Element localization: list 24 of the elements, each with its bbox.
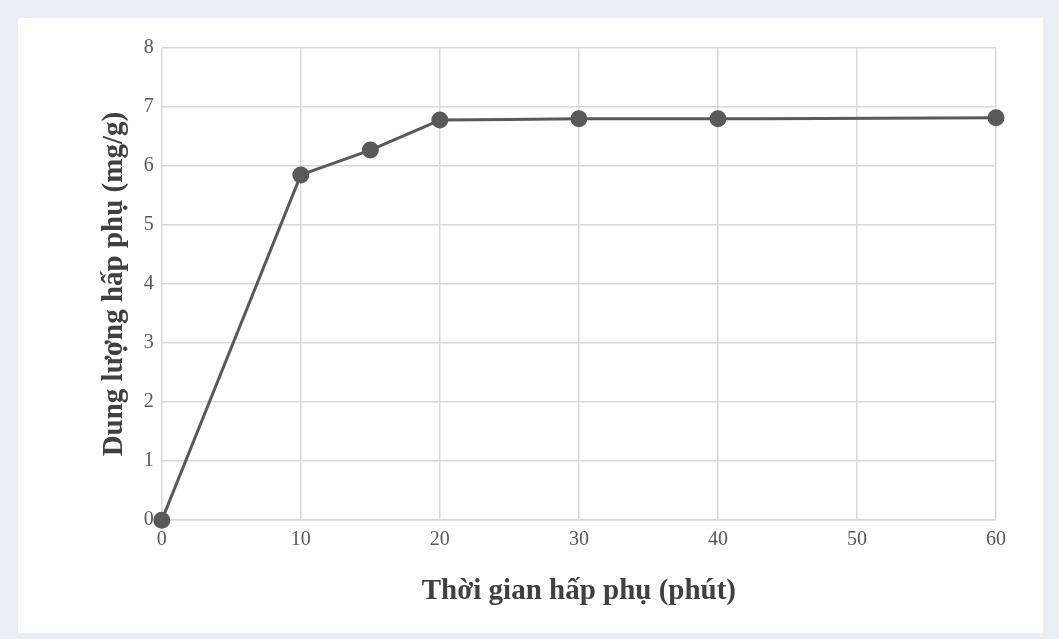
y-tick-label: 6: [143, 153, 154, 176]
y-tick-label: 0: [143, 507, 154, 530]
y-tick-label: 3: [143, 330, 154, 353]
y-tick-label: 8: [143, 35, 154, 58]
y-tick-label: 5: [143, 212, 154, 235]
point: [292, 166, 310, 184]
point: [987, 109, 1005, 127]
x-tick-label: 40: [707, 527, 728, 550]
x-tick-label: 30: [568, 527, 589, 550]
y-tick-label: 1: [143, 448, 154, 471]
y-axis-title: Dung lượng hấp phụ (mg/g): [95, 111, 129, 457]
point: [361, 141, 379, 159]
x-tick-label: 10: [290, 527, 311, 550]
y-tick-label: 2: [143, 389, 154, 412]
y-tick-label: 7: [143, 94, 154, 117]
x-axis-title: Thời gian hấp phụ (phút): [421, 573, 737, 607]
point: [570, 110, 588, 128]
point: [153, 511, 171, 529]
x-tick-label: 20: [429, 527, 450, 550]
point: [709, 110, 727, 128]
y-tick-label: 4: [143, 271, 154, 294]
x-tick-label: 50: [846, 527, 867, 550]
point: [431, 111, 449, 129]
x-tick-label: 60: [986, 527, 1006, 550]
